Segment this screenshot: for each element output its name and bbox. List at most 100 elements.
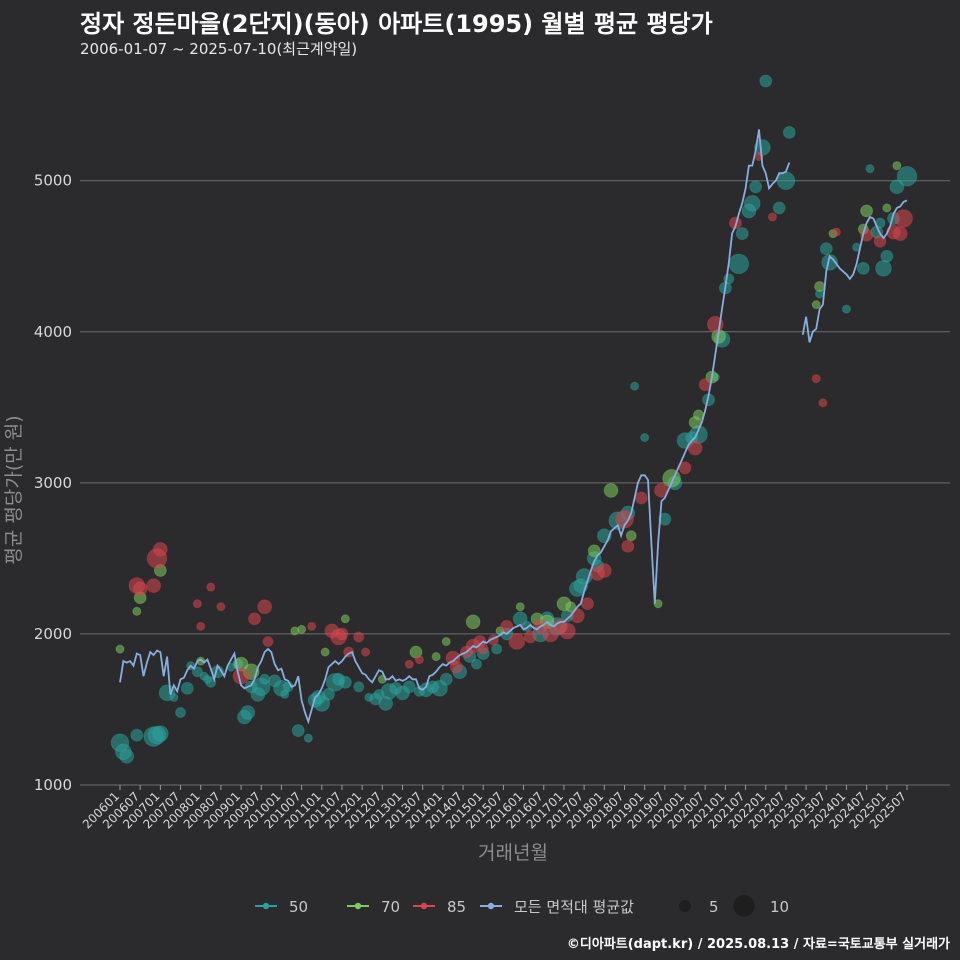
point-50 [491, 643, 503, 655]
point-85 [360, 647, 371, 657]
point-50 [353, 681, 365, 693]
point-85 [192, 599, 202, 609]
point-50 [303, 733, 313, 743]
legend-dot [262, 902, 270, 910]
legend-size-circle [733, 895, 755, 917]
point-85 [343, 646, 355, 658]
point-50 [169, 692, 179, 702]
point-70 [882, 203, 892, 213]
point-50 [240, 705, 256, 720]
legend-label: 70 [381, 898, 400, 916]
legend-size-label: 10 [770, 898, 789, 916]
point-70 [465, 614, 481, 630]
point-50 [338, 675, 352, 689]
y-tick-label: 1000 [34, 776, 72, 794]
point-85 [634, 491, 648, 505]
point-85 [687, 440, 703, 456]
point-50 [119, 748, 135, 764]
point-50 [728, 253, 750, 275]
chart-subtitle: 2006-01-07 ~ 2025-07-10(최근계약일) [80, 40, 358, 58]
y-tick-label: 5000 [34, 172, 72, 190]
point-70 [441, 636, 451, 647]
point-50 [439, 672, 453, 686]
point-70 [587, 544, 601, 558]
point-70 [565, 601, 577, 613]
point-50 [841, 304, 852, 314]
y-tick-label: 3000 [34, 474, 72, 492]
point-50 [759, 74, 773, 88]
point-85 [767, 212, 778, 222]
point-85 [196, 621, 206, 631]
point-70 [340, 614, 350, 624]
point-50 [130, 728, 144, 742]
point-50 [658, 512, 672, 526]
point-50 [259, 673, 271, 685]
point-70 [515, 602, 525, 612]
y-axis-title: 평균 평당가(만 원) [3, 415, 25, 564]
point-50 [782, 125, 796, 139]
point-85 [262, 635, 274, 647]
point-85 [132, 581, 148, 597]
point-85 [146, 578, 162, 593]
point-50 [152, 725, 169, 742]
point-70 [603, 483, 619, 498]
point-85 [449, 660, 463, 674]
x-axis-title: 거래년월 [478, 842, 548, 864]
y-tick-label: 4000 [34, 323, 72, 341]
point-85 [523, 630, 537, 644]
legend-dot [420, 902, 428, 910]
point-50 [630, 381, 640, 391]
point-50 [322, 687, 335, 701]
point-50 [191, 666, 203, 678]
point-50 [821, 253, 838, 271]
point-85 [152, 541, 168, 557]
legend-label: 50 [289, 898, 308, 916]
point-85 [257, 599, 273, 615]
point-70 [811, 300, 821, 310]
gridlines [80, 180, 950, 786]
point-85 [596, 563, 612, 578]
point-70 [625, 530, 637, 542]
point-50 [205, 676, 217, 688]
point-50 [735, 227, 749, 241]
point-85 [508, 633, 526, 650]
legend-dot [354, 902, 362, 910]
point-70 [431, 652, 441, 662]
point-50 [776, 171, 796, 191]
point-85 [248, 612, 261, 626]
point-85 [818, 398, 828, 408]
point-70 [892, 161, 902, 171]
point-85 [892, 226, 908, 242]
point-85 [581, 597, 594, 611]
point-50 [743, 195, 761, 212]
point-85 [500, 619, 514, 633]
point-85 [831, 227, 841, 237]
point-85 [414, 655, 424, 665]
point-50 [291, 724, 305, 738]
source-caption: ©디아파트(dapt.kr) / 2025.08.13 / 자료=국토교통부 실… [566, 937, 950, 952]
legend-label: 85 [447, 898, 466, 916]
legend: 50 70 85 모든 면적대 평균값 5 10 [255, 895, 789, 917]
point-85 [558, 622, 576, 640]
point-85 [570, 608, 585, 624]
data-points [110, 74, 918, 764]
y-axis-ticks: 1000 2000 3000 4000 5000 [34, 172, 72, 794]
point-50 [875, 260, 892, 277]
point-50 [896, 165, 918, 187]
point-85 [477, 643, 489, 655]
point-50 [819, 242, 833, 256]
point-70 [814, 280, 826, 292]
point-50 [880, 249, 894, 263]
point-85 [206, 582, 216, 592]
point-70 [297, 624, 307, 634]
point-85 [307, 621, 317, 631]
point-85 [542, 625, 559, 643]
point-85 [894, 209, 913, 228]
point-50 [772, 201, 786, 215]
point-85 [404, 659, 414, 669]
point-85 [621, 539, 635, 553]
point-85 [811, 374, 821, 384]
point-85 [353, 631, 365, 643]
legend-size-circle [679, 900, 691, 912]
